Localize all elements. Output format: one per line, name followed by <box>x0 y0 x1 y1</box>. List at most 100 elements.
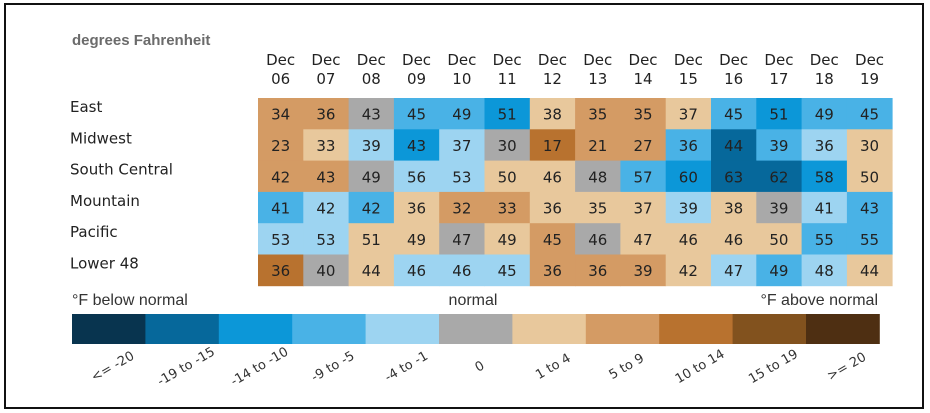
column-header-month: Dec <box>402 51 431 69</box>
cell-value: 44 <box>724 137 743 155</box>
legend-bin-label: 10 to 14 <box>673 347 728 387</box>
chart-frame: degrees Fahrenheit Dec 06 Dec 07 Dec 08 Dec 09 D… <box>4 3 924 409</box>
heatmap-cell <box>846 160 893 193</box>
cell-value: 49 <box>362 168 381 186</box>
row-label: South Central <box>70 161 173 179</box>
heatmap-cell <box>665 98 712 130</box>
legend-swatch <box>585 314 660 344</box>
cell-value: 47 <box>634 231 653 249</box>
cell-value: 21 <box>588 137 607 155</box>
column-header-month: Dec <box>855 51 884 69</box>
heatmap-cell <box>393 191 440 224</box>
column-header-month: Dec <box>583 51 612 69</box>
heatmap-cell <box>439 98 485 130</box>
cell-value: 41 <box>815 200 834 218</box>
cell-value: 39 <box>769 200 788 218</box>
legend-labels: <= -20 -19 to -15 -14 to -10 -9 to -5 -4 to … <box>89 345 869 390</box>
cell-value: 48 <box>815 262 834 280</box>
heatmap-cell <box>620 98 667 130</box>
cell-value: 43 <box>407 137 426 155</box>
legend-bin-label: 15 to 19 <box>746 347 801 387</box>
cell-value: 33 <box>316 137 335 155</box>
heatmap-cell <box>303 160 349 193</box>
heatmap-cell <box>575 191 621 224</box>
legend-normal-label: normal <box>449 292 498 309</box>
column-header-month: Dec <box>266 51 295 69</box>
heatmap-cell <box>665 160 712 193</box>
heatmap-cell <box>439 254 485 287</box>
cell-value: 36 <box>316 106 335 124</box>
cell-value: 42 <box>316 200 335 218</box>
cell-value: 33 <box>498 200 517 218</box>
legend-swatches <box>72 314 880 344</box>
cell-value: 38 <box>543 106 562 124</box>
legend-bin-label: >= 20 <box>825 350 869 384</box>
cell-value: 47 <box>452 231 471 249</box>
cell-value: 45 <box>724 106 743 124</box>
cell-value: 39 <box>769 137 788 155</box>
heatmap-cell <box>258 223 304 255</box>
heatmap-cell <box>575 254 621 287</box>
cell-value: 56 <box>407 168 426 186</box>
column-header-month: Dec <box>357 51 386 69</box>
heatmap-cell <box>484 191 531 224</box>
cell-value: 39 <box>679 200 698 218</box>
cell-value: 57 <box>634 168 653 186</box>
row-label: Pacific <box>70 223 118 241</box>
cell-value: 49 <box>452 106 471 124</box>
legend-bin-label: 1 to 4 <box>533 351 573 383</box>
legend-bin-label: 0 <box>473 358 488 375</box>
cell-value: 51 <box>498 106 517 124</box>
heatmap-cell <box>529 129 576 161</box>
cell-value: 27 <box>634 137 653 155</box>
cell-value: 53 <box>271 231 290 249</box>
heatmap-cell <box>711 223 757 255</box>
cell-value: 46 <box>679 231 698 249</box>
heatmap-cell <box>439 191 485 224</box>
cell-value: 45 <box>498 262 517 280</box>
column-header-day: 12 <box>543 70 562 88</box>
cell-value: 17 <box>543 137 562 155</box>
cell-value: 51 <box>769 106 788 124</box>
cell-value: 37 <box>634 200 653 218</box>
heatmap-cell <box>484 160 531 193</box>
heatmap-cell <box>439 160 485 193</box>
heatmap-cell <box>756 129 802 161</box>
column-header-day: 15 <box>679 70 698 88</box>
column-header-month: Dec <box>674 51 703 69</box>
heatmap-cell <box>303 223 349 255</box>
legend-bin-label: -19 to -15 <box>155 345 218 390</box>
heatmap-cell <box>846 254 893 287</box>
cell-value: 23 <box>271 137 290 155</box>
heatmap-cell <box>484 129 531 161</box>
heatmap-cell <box>801 160 848 193</box>
heatmap-cell <box>620 160 667 193</box>
cell-value: 50 <box>769 231 788 249</box>
heatmap-cell <box>303 129 349 161</box>
legend-below-label: °F below normal <box>72 292 188 309</box>
cell-value: 55 <box>860 231 879 249</box>
cell-value: 47 <box>724 262 743 280</box>
heatmap-cell <box>348 223 395 255</box>
heatmap-cell <box>393 160 440 193</box>
cell-value: 36 <box>543 200 562 218</box>
heatmap-chart: degrees Fahrenheit Dec06Dec07Dec08Dec09D… <box>70 32 893 390</box>
legend-swatch <box>806 314 880 344</box>
cell-value: 30 <box>498 137 517 155</box>
cell-value: 55 <box>815 231 834 249</box>
heatmap-cell <box>258 98 304 130</box>
heatmap-cell <box>529 254 576 287</box>
legend-swatch <box>512 314 587 344</box>
legend-swatch <box>218 314 293 344</box>
heatmap-cell <box>393 254 440 287</box>
heatmap-cell <box>348 191 395 224</box>
heatmap-cell <box>348 98 395 130</box>
legend-swatch <box>72 314 146 344</box>
cell-value: 43 <box>860 200 879 218</box>
heatmap-cell <box>575 223 621 255</box>
heatmap-cell <box>756 254 802 287</box>
cell-value: 43 <box>316 168 335 186</box>
heatmap-cell <box>439 223 485 255</box>
cell-value: 36 <box>815 137 834 155</box>
column-header-day: 19 <box>860 70 879 88</box>
